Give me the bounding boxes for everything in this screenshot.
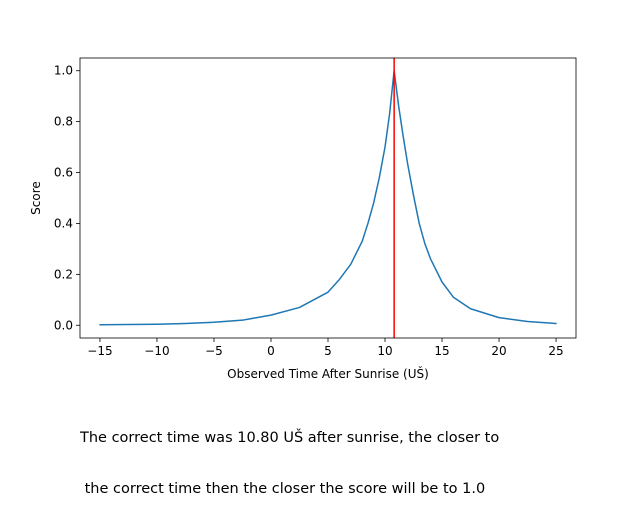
- x-tick-label: −10: [144, 344, 169, 358]
- caption-line-2: the correct time then the closer the sco…: [80, 481, 486, 497]
- x-tick-label: 25: [548, 344, 563, 358]
- x-tick-label: 10: [377, 344, 392, 358]
- chart: −15 −10 −5 0 5 10 15 20 25 0.0 0.2 0.4 0.6 0.8 1.0 Obs…: [29, 57, 577, 381]
- x-tick-label: −5: [205, 344, 223, 358]
- y-axis-label: Score: [29, 181, 43, 215]
- axes-frame: [79, 57, 577, 339]
- y-tick-label: 0.6: [54, 166, 73, 180]
- series-line-0: [99, 69, 557, 326]
- y-tick-label: 0.4: [54, 216, 73, 230]
- y-tick-label: 0.8: [54, 115, 73, 129]
- x-tick-label: 15: [434, 344, 449, 358]
- y-tick-label: 0.0: [54, 318, 73, 332]
- x-tick-label: 5: [324, 344, 332, 358]
- caption-line-1: The correct time was 10.80 UŠ after sunr…: [80, 430, 500, 446]
- x-axis-label: Observed Time After Sunrise (UŠ): [227, 366, 429, 381]
- y-tick-label: 1.0: [54, 64, 73, 78]
- y-tick-label: 0.2: [54, 267, 73, 281]
- x-tick-label: 20: [491, 344, 506, 358]
- x-tick-label: −15: [87, 344, 112, 358]
- x-tick-label: 0: [267, 344, 275, 358]
- caption: The correct time was 10.80 UŠ after sunr…: [80, 396, 620, 515]
- plot-area: −15 −10 −5 0 5 10 15 20 25 0.0 0.2 0.4 0.6 0.8 1.0: [54, 57, 577, 358]
